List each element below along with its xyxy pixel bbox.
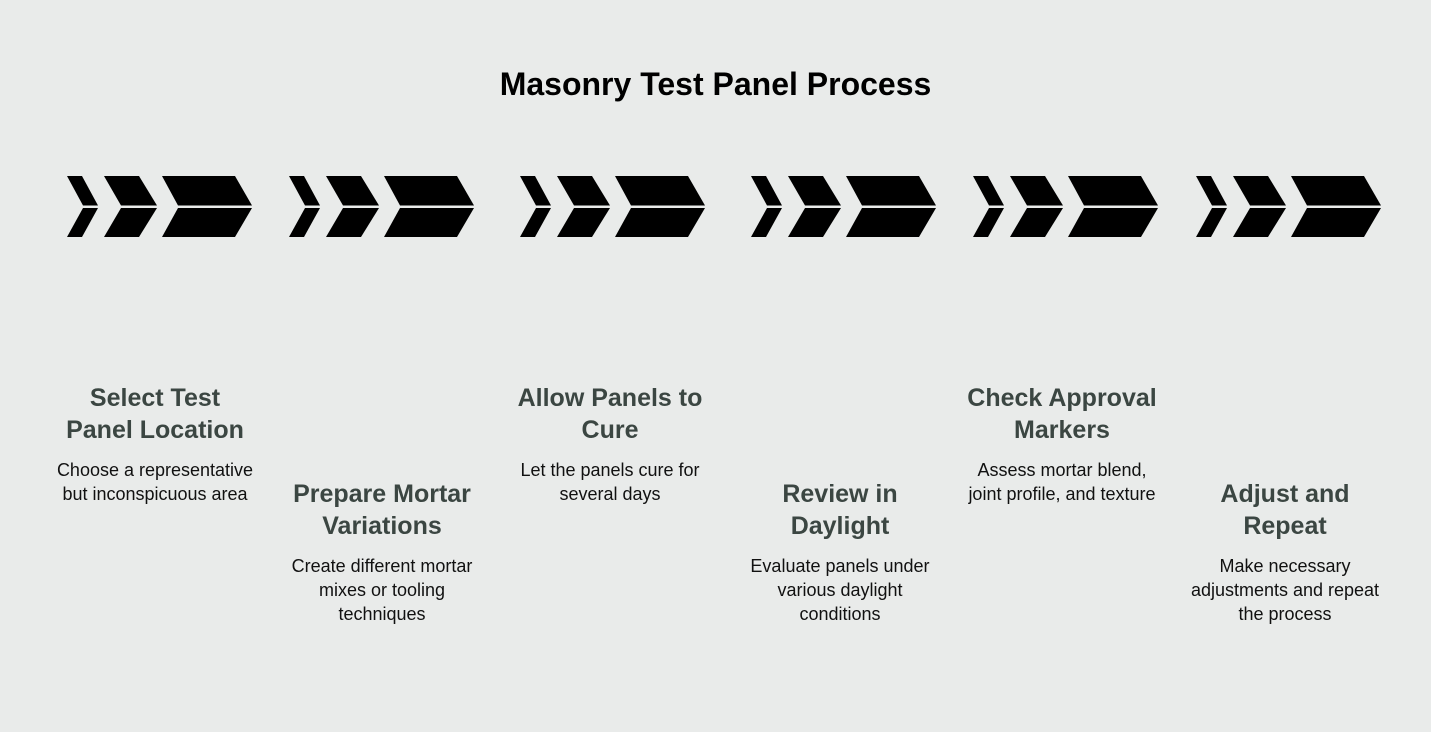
chevron-segment [788, 176, 841, 206]
chevron-segment [1291, 176, 1381, 206]
chevron-segment [67, 176, 98, 206]
chevron-segment [1010, 176, 1063, 206]
chevron-segment [557, 208, 610, 237]
step-title: Review in Daylight [782, 480, 898, 540]
step-title: Check Approval Markers [967, 384, 1157, 444]
chevron-segment [557, 176, 610, 206]
chevron-arrows-icon [1196, 176, 1381, 237]
chevron-segment [162, 176, 252, 206]
step-title: Prepare Mortar Variations [293, 480, 471, 540]
chevron-segment [751, 208, 782, 237]
chevron-segment [1233, 176, 1286, 206]
step-description: Evaluate panels under various daylight c… [750, 556, 930, 624]
chevron-segment [1233, 208, 1286, 237]
chevron-segment [520, 176, 551, 206]
chevron-segment [104, 208, 157, 237]
chevron-segment [615, 176, 705, 206]
chevron-segment [326, 208, 379, 237]
chevron-segment [751, 176, 782, 206]
chevron-segment [973, 208, 1004, 237]
process-step: Review in Daylight Evaluate panels under … [740, 479, 940, 626]
chevron-arrows-icon [289, 176, 474, 237]
chevron-segment [326, 176, 379, 206]
chevron-segment [788, 208, 841, 237]
chevron-segment [1196, 208, 1227, 237]
step-description: Create different mortar mixes or tooling… [291, 556, 473, 624]
chevron-segment [520, 208, 551, 237]
chevron-segment [162, 208, 252, 237]
process-step: Prepare Mortar Variations Create differen… [282, 479, 482, 626]
chevron-segment [289, 176, 320, 206]
step-title: Adjust and Repeat [1220, 480, 1350, 540]
chevron-segment [104, 176, 157, 206]
step-title: Select Test Panel Location [66, 384, 244, 444]
step-description: Choose a representative but inconspicuou… [56, 460, 254, 504]
chevron-segment [973, 176, 1004, 206]
process-step: Adjust and Repeat Make necessary adjustme… [1185, 479, 1385, 626]
chevron-segment [1196, 176, 1227, 206]
chevron-segment [289, 208, 320, 237]
process-step: Select Test Panel Location Choose a repre… [55, 383, 255, 506]
chevron-segment [384, 208, 474, 237]
step-description: Make necessary adjustments and repeat th… [1190, 556, 1380, 624]
step-description: Let the panels cure for several days [520, 460, 700, 504]
chevron-arrows-icon [67, 176, 252, 237]
chevron-segment [846, 176, 936, 206]
chevron-segment [1068, 208, 1158, 237]
chevron-segment [67, 208, 98, 237]
chevron-segment [1010, 208, 1063, 237]
chevron-segment [1068, 176, 1158, 206]
step-description: Assess mortar blend, joint profile, and … [968, 460, 1156, 504]
chevron-segment [384, 176, 474, 206]
chevron-arrows-icon [973, 176, 1158, 237]
process-step: Check Approval Markers Assess mortar blen… [962, 383, 1162, 506]
chevron-segment [1291, 208, 1381, 237]
chevron-arrows-icon [520, 176, 705, 237]
diagram-title: Masonry Test Panel Process [499, 66, 932, 102]
process-step: Allow Panels to Cure Let the panels cure … [505, 383, 715, 506]
chevron-segment [846, 208, 936, 237]
step-title: Allow Panels to Cure [517, 384, 703, 444]
chevron-arrows-icon [751, 176, 936, 237]
chevron-segment [615, 208, 705, 237]
